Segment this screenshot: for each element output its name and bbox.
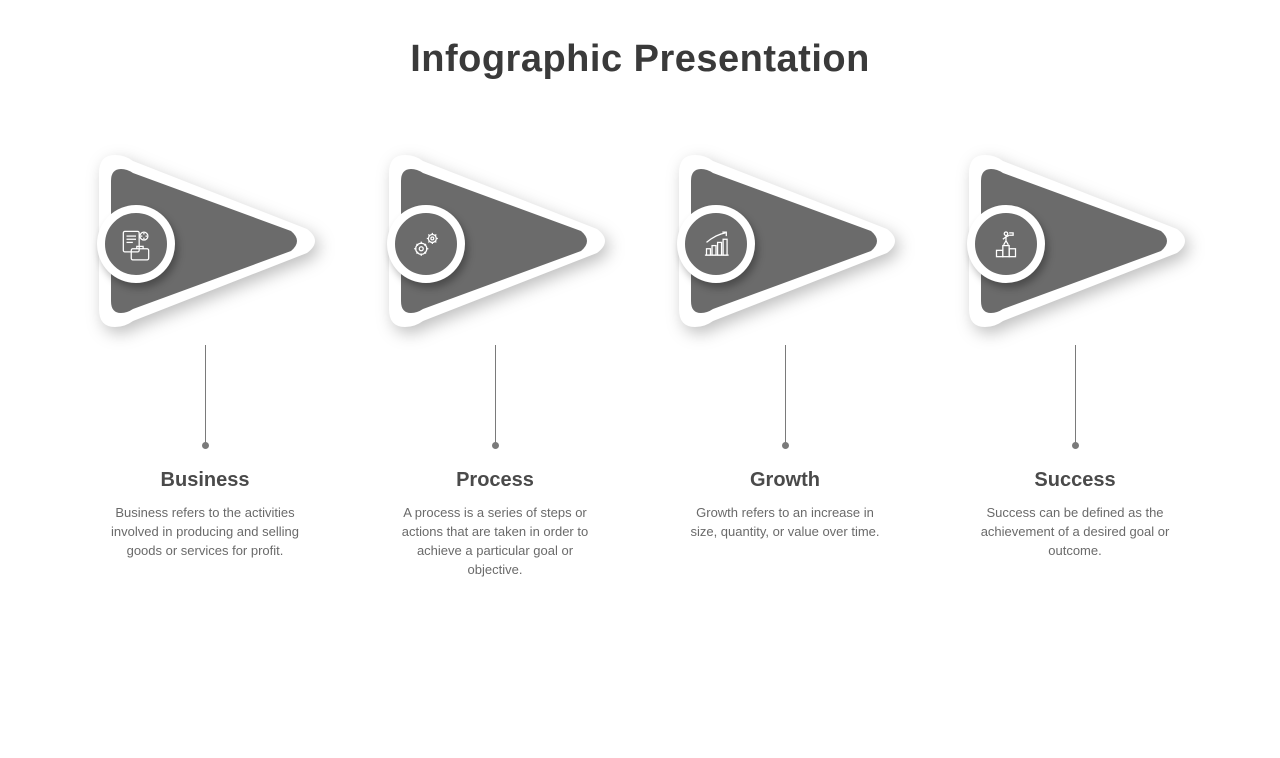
infographic-item-growth: Growth Growth refers to an increase in s… [655, 141, 915, 579]
infographic-row: Business Business refers to the activiti… [0, 141, 1280, 579]
icon-circle [677, 205, 755, 283]
icon-circle [97, 205, 175, 283]
connector-line [495, 345, 496, 445]
item-description: Success can be defined as the achievemen… [975, 504, 1175, 561]
briefcase-document-icon [117, 225, 155, 263]
gears-icon [407, 225, 445, 263]
connector-line [785, 345, 786, 445]
item-description: A process is a series of steps or action… [395, 504, 595, 579]
success-podium-icon [987, 225, 1025, 263]
icon-circle [967, 205, 1045, 283]
growth-chart-icon [697, 225, 735, 263]
item-label: Business [161, 469, 250, 492]
item-label: Success [1034, 469, 1115, 492]
item-description: Growth refers to an increase in size, qu… [685, 504, 885, 542]
item-description: Business refers to the activities involv… [105, 504, 305, 561]
icon-circle [387, 205, 465, 283]
arrow-shape [945, 141, 1205, 341]
item-label: Growth [750, 469, 820, 492]
infographic-item-success: Success Success can be defined as the ac… [945, 141, 1205, 579]
infographic-item-business: Business Business refers to the activiti… [75, 141, 335, 579]
connector-line [205, 345, 206, 445]
item-label: Process [456, 469, 534, 492]
infographic-item-process: Process A process is a series of steps o… [365, 141, 625, 579]
page-title: Infographic Presentation [0, 38, 1280, 81]
arrow-shape [365, 141, 625, 341]
connector-line [1075, 345, 1076, 445]
arrow-shape [655, 141, 915, 341]
arrow-shape [75, 141, 335, 341]
